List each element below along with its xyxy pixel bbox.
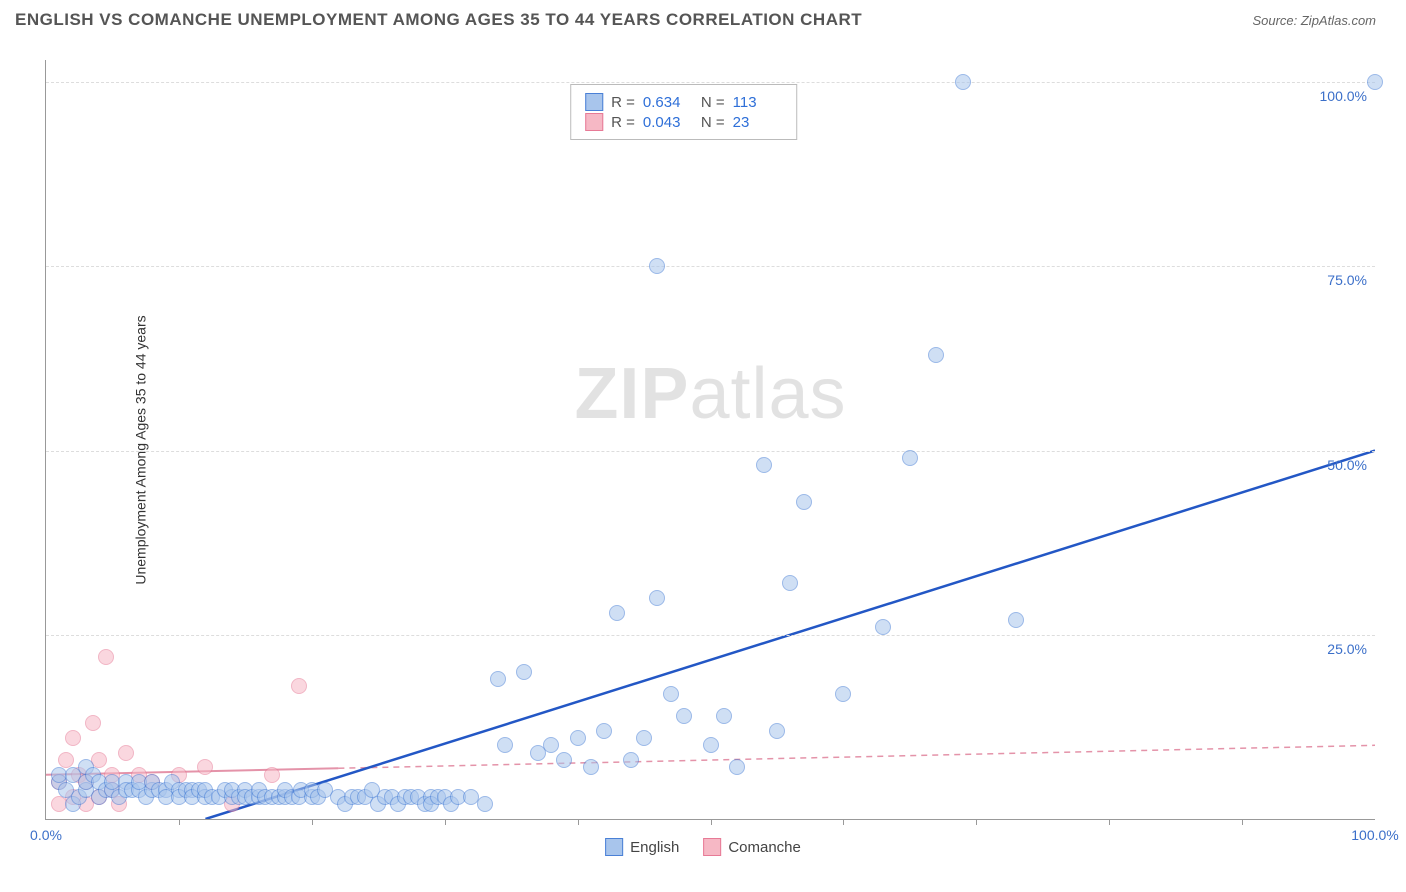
stats-swatch-comanche — [585, 113, 603, 131]
series-legend: English Comanche — [605, 838, 801, 856]
stats-n-label: N = — [701, 94, 725, 111]
scatter-point-english — [636, 730, 652, 746]
stats-n-value-english: 113 — [733, 94, 783, 111]
chart-title: ENGLISH VS COMANCHE UNEMPLOYMENT AMONG A… — [15, 10, 862, 30]
scatter-point-english — [796, 494, 812, 510]
stats-swatch-english — [585, 93, 603, 111]
trend-lines — [46, 60, 1375, 819]
y-tick-label: 50.0% — [1327, 457, 1367, 473]
scatter-point-english — [477, 796, 493, 812]
scatter-point-english — [609, 605, 625, 621]
scatter-point-comanche — [291, 678, 307, 694]
scatter-point-english — [649, 258, 665, 274]
scatter-point-english — [782, 575, 798, 591]
stats-n-label: N = — [701, 114, 725, 131]
x-tick — [843, 819, 844, 825]
scatter-point-comanche — [58, 752, 74, 768]
x-tick — [179, 819, 180, 825]
watermark-light: atlas — [689, 354, 846, 434]
scatter-point-comanche — [197, 759, 213, 775]
watermark: ZIPatlas — [574, 353, 846, 435]
watermark-heavy: ZIP — [574, 354, 689, 434]
legend-swatch-comanche — [703, 838, 721, 856]
legend-item-english: English — [605, 838, 679, 856]
scatter-point-english — [902, 450, 918, 466]
scatter-point-english — [490, 671, 506, 687]
scatter-point-english — [623, 752, 639, 768]
scatter-point-english — [703, 737, 719, 753]
x-tick-label: 0.0% — [30, 827, 62, 843]
scatter-point-comanche — [98, 649, 114, 665]
stats-r-value-comanche: 0.043 — [643, 114, 693, 131]
x-tick-label: 100.0% — [1351, 827, 1398, 843]
scatter-point-comanche — [264, 767, 280, 783]
x-tick — [445, 819, 446, 825]
gridline — [46, 451, 1375, 452]
gridline — [46, 82, 1375, 83]
scatter-point-english — [756, 457, 772, 473]
stats-row-comanche: R = 0.043 N = 23 — [585, 113, 783, 131]
scatter-point-english — [596, 723, 612, 739]
stats-r-label: R = — [611, 94, 635, 111]
plot-area: ZIPatlas R = 0.634 N = 113 R = 0.043 N =… — [45, 60, 1375, 820]
scatter-point-comanche — [65, 730, 81, 746]
stats-r-value-english: 0.634 — [643, 94, 693, 111]
scatter-point-english — [543, 737, 559, 753]
x-tick — [578, 819, 579, 825]
scatter-point-english — [1367, 74, 1383, 90]
scatter-point-english — [955, 74, 971, 90]
scatter-point-english — [875, 619, 891, 635]
scatter-point-english — [570, 730, 586, 746]
gridline — [46, 635, 1375, 636]
x-tick — [976, 819, 977, 825]
stats-n-value-comanche: 23 — [733, 114, 783, 131]
x-tick — [711, 819, 712, 825]
scatter-point-english — [556, 752, 572, 768]
legend-swatch-english — [605, 838, 623, 856]
y-tick-label: 100.0% — [1320, 88, 1367, 104]
trend-line — [338, 745, 1375, 768]
scatter-point-english — [769, 723, 785, 739]
scatter-point-english — [835, 686, 851, 702]
y-tick-label: 25.0% — [1327, 641, 1367, 657]
legend-label-english: English — [630, 839, 679, 856]
stats-r-label: R = — [611, 114, 635, 131]
scatter-point-comanche — [118, 745, 134, 761]
scatter-point-english — [663, 686, 679, 702]
legend-label-comanche: Comanche — [728, 839, 801, 856]
scatter-point-english — [649, 590, 665, 606]
stats-row-english: R = 0.634 N = 113 — [585, 93, 783, 111]
x-tick — [1109, 819, 1110, 825]
gridline — [46, 266, 1375, 267]
scatter-point-english — [729, 759, 745, 775]
chart-area: Unemployment Among Ages 35 to 44 years Z… — [0, 40, 1406, 860]
scatter-point-english — [928, 347, 944, 363]
scatter-point-english — [1008, 612, 1024, 628]
source-attribution: Source: ZipAtlas.com — [1252, 13, 1376, 28]
legend-item-comanche: Comanche — [703, 838, 801, 856]
y-tick-label: 75.0% — [1327, 272, 1367, 288]
x-tick — [312, 819, 313, 825]
scatter-point-english — [516, 664, 532, 680]
scatter-point-english — [676, 708, 692, 724]
scatter-point-english — [716, 708, 732, 724]
header: ENGLISH VS COMANCHE UNEMPLOYMENT AMONG A… — [0, 0, 1406, 35]
scatter-point-comanche — [85, 715, 101, 731]
scatter-point-english — [583, 759, 599, 775]
x-tick — [1242, 819, 1243, 825]
correlation-stats-box: R = 0.634 N = 113 R = 0.043 N = 23 — [570, 84, 798, 140]
scatter-point-english — [497, 737, 513, 753]
